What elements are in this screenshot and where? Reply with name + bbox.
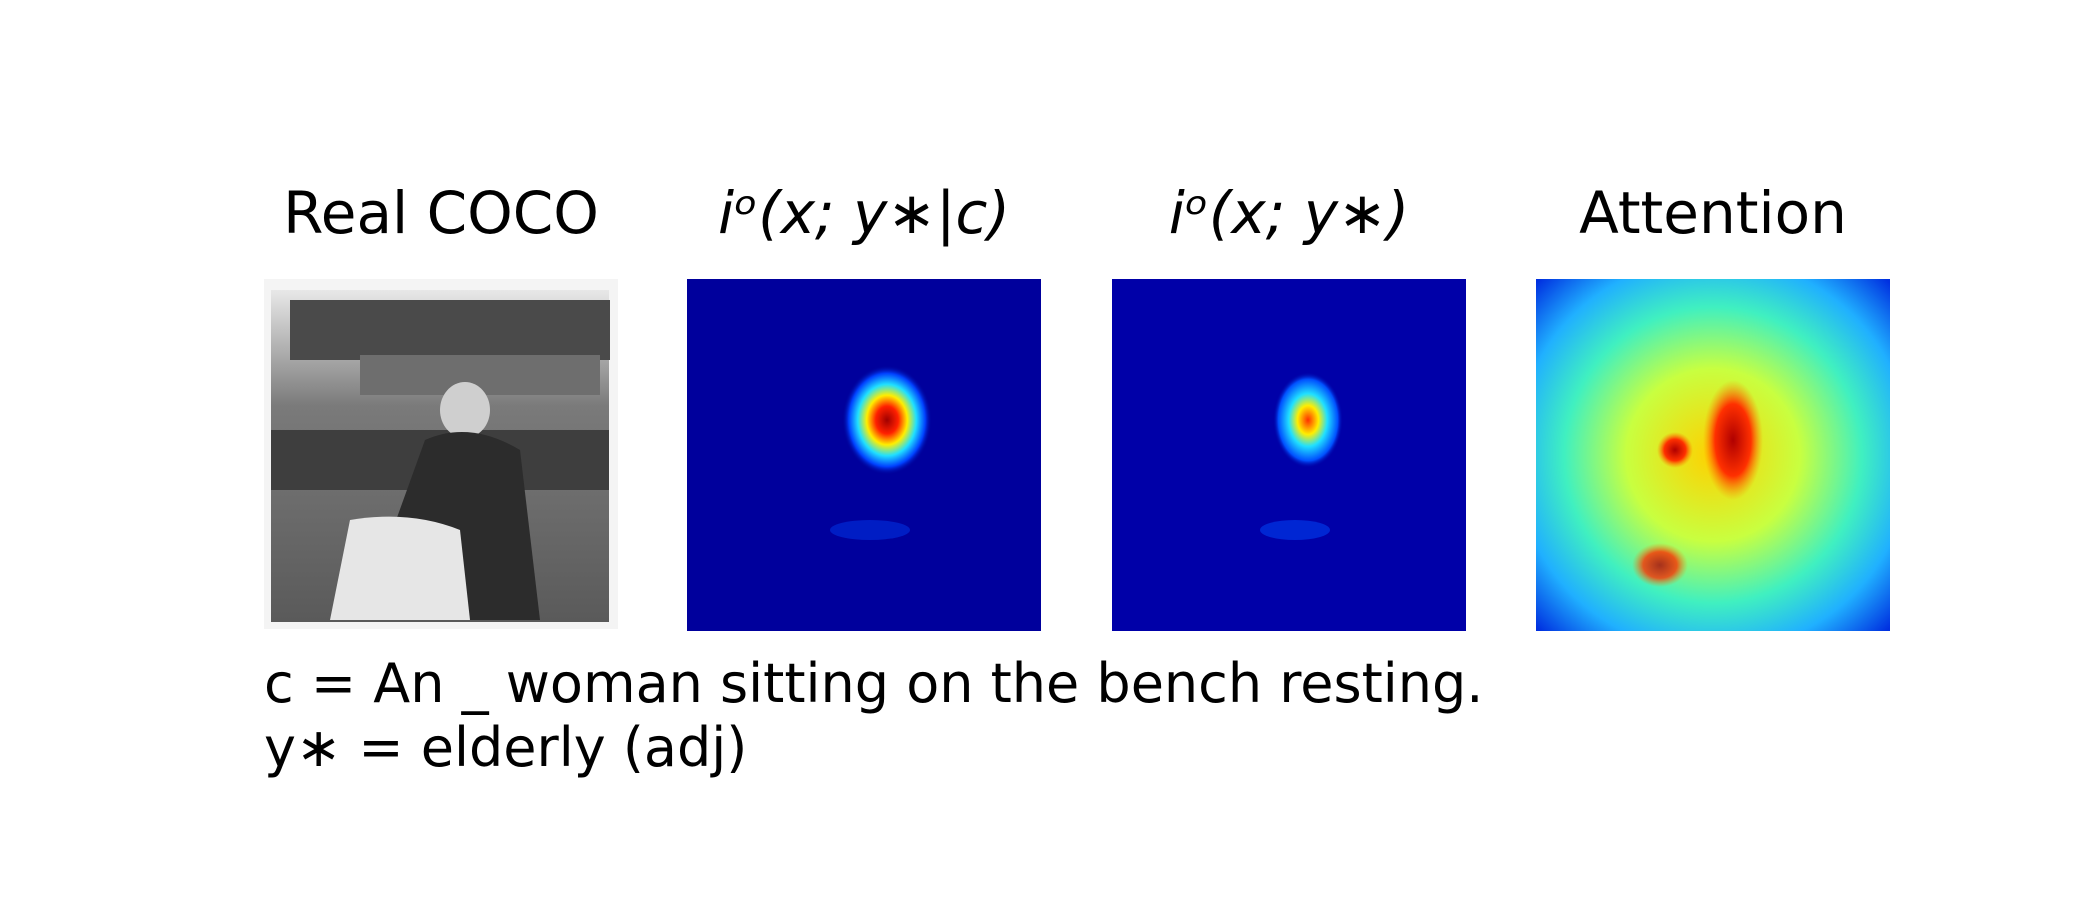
attention-map xyxy=(1536,279,1890,631)
heatmap-unconditional xyxy=(1112,279,1466,631)
caption-line: c = An _ woman sitting on the bench rest… xyxy=(264,652,1483,715)
photo xyxy=(264,279,618,629)
panel-title: Real COCO xyxy=(283,179,599,247)
heatmap-conditional xyxy=(687,279,1041,631)
panel-title: iᵒ(x; y∗|c) xyxy=(718,179,1010,247)
caption-line: y∗ = elderly (adj) xyxy=(264,716,747,779)
panel-title: iᵒ(x; y∗) xyxy=(1169,179,1410,247)
panel-title: Attention xyxy=(1579,179,1847,247)
